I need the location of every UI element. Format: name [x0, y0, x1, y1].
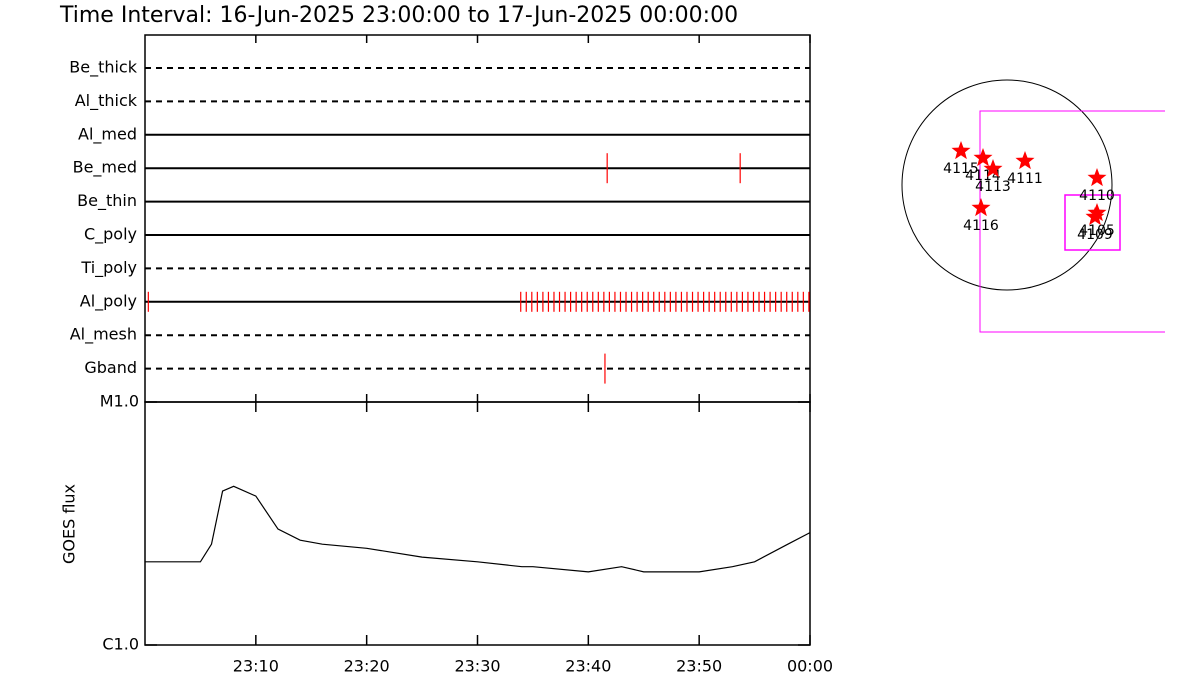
x-tick-label: 23:10 — [233, 657, 279, 676]
row-label: Be_med — [73, 158, 137, 178]
region-label: 4111 — [1007, 171, 1043, 187]
row-label: Gband — [84, 358, 137, 377]
region-label: 4109 — [1077, 227, 1113, 243]
region-star — [951, 141, 971, 160]
row-label: Be_thin — [77, 191, 137, 211]
region-label: 4116 — [963, 218, 999, 234]
x-tick-label: 23:50 — [676, 657, 722, 676]
row-label: Al_thick — [75, 91, 138, 111]
region-star — [1015, 151, 1035, 170]
region-star — [1085, 207, 1105, 226]
goes-line — [145, 485, 811, 573]
y-tick-label: C1.0 — [102, 635, 139, 654]
region-star — [1087, 168, 1107, 187]
fov-box-small — [1064, 194, 1121, 251]
fov-box — [979, 110, 1165, 333]
row-label: C_poly — [84, 225, 137, 245]
region-star — [971, 198, 991, 217]
panel-frame — [144, 401, 811, 646]
sun-disk — [901, 79, 1113, 291]
region-label: 4115 — [943, 161, 979, 177]
x-tick-label: 23:30 — [454, 657, 500, 676]
row-label: Ti_poly — [80, 258, 137, 278]
region-label: 4113 — [975, 179, 1011, 195]
row-label: Al_med — [78, 124, 137, 144]
row-label: Al_mesh — [70, 325, 137, 345]
y-axis-label: GOES flux — [60, 484, 79, 564]
y-tick-label: M1.0 — [100, 392, 139, 411]
x-tick-label: 23:20 — [344, 657, 390, 676]
region-label: 4110 — [1079, 188, 1115, 204]
region-star — [983, 159, 1003, 178]
row-label: Al_poly — [80, 291, 137, 311]
panel-frame — [144, 34, 811, 403]
region-star — [1087, 203, 1107, 222]
chart-title: Time Interval: 16-Jun-2025 23:00:00 to 1… — [59, 3, 738, 28]
region-star — [973, 148, 993, 167]
x-tick-label: 23:40 — [565, 657, 611, 676]
region-label: 4105 — [1079, 223, 1115, 239]
row-label: Be_thick — [69, 58, 137, 78]
x-tick-label: 00:00 — [787, 657, 833, 676]
